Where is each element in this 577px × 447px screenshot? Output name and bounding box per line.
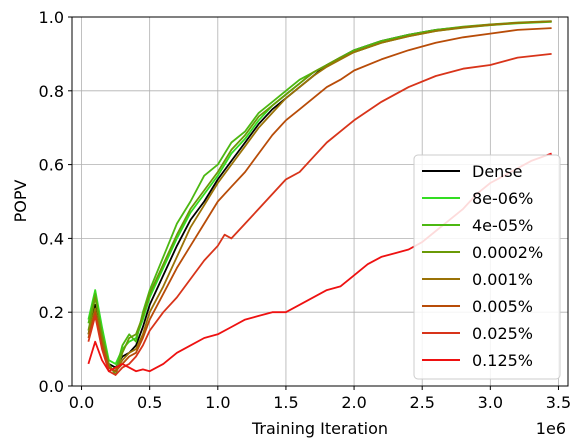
legend: Dense 8e-06% 4e-05% 0.0002% 0.001% 0.005% 0.02… [413,154,561,380]
legend-label: 8e-06% [472,189,533,208]
x-tick-label: 0.5 [137,393,162,412]
series-line [87,27,552,373]
y-axis-label: POPV [11,180,30,223]
legend-label: 0.005% [472,297,533,316]
y-tick-label: 0.2 [39,303,64,322]
y-tick-label: 0.8 [39,82,64,101]
x-axis: 0.0 0.5 1.0 1.5 2.0 2.5 3.0 3.5 [69,386,571,412]
plot-frame [71,16,569,387]
series-line [87,20,552,373]
legend-label: 0.001% [472,270,533,289]
y-tick-label: 0.0 [39,377,64,396]
x-tick-label: 0.0 [69,393,94,412]
legend-box [413,154,561,380]
y-tick-label: 0.4 [39,229,64,248]
legend-label: 4e-05% [472,216,533,235]
x-tick-label: 2.5 [409,393,434,412]
x-axis-label: Training Iteration [251,419,388,438]
x-tick-label: 1.5 [273,393,298,412]
series-line [87,20,552,373]
y-axis: 0.0 0.2 0.4 0.6 0.8 1.0 [39,8,72,396]
legend-label: 0.0002% [472,243,543,262]
legend-label: 0.025% [472,324,533,343]
y-tick-label: 0.6 [39,156,64,175]
series-line [87,53,552,376]
x-tick-label: 1.0 [205,393,230,412]
legend-label: 0.125% [472,351,533,370]
legend-label: Dense [472,162,522,181]
x-tick-label: 3.5 [546,393,571,412]
x-offset-label: 1e6 [536,419,566,438]
y-tick-label: 1.0 [39,8,64,27]
x-tick-label: 2.0 [341,393,366,412]
x-tick-label: 3.0 [478,393,503,412]
